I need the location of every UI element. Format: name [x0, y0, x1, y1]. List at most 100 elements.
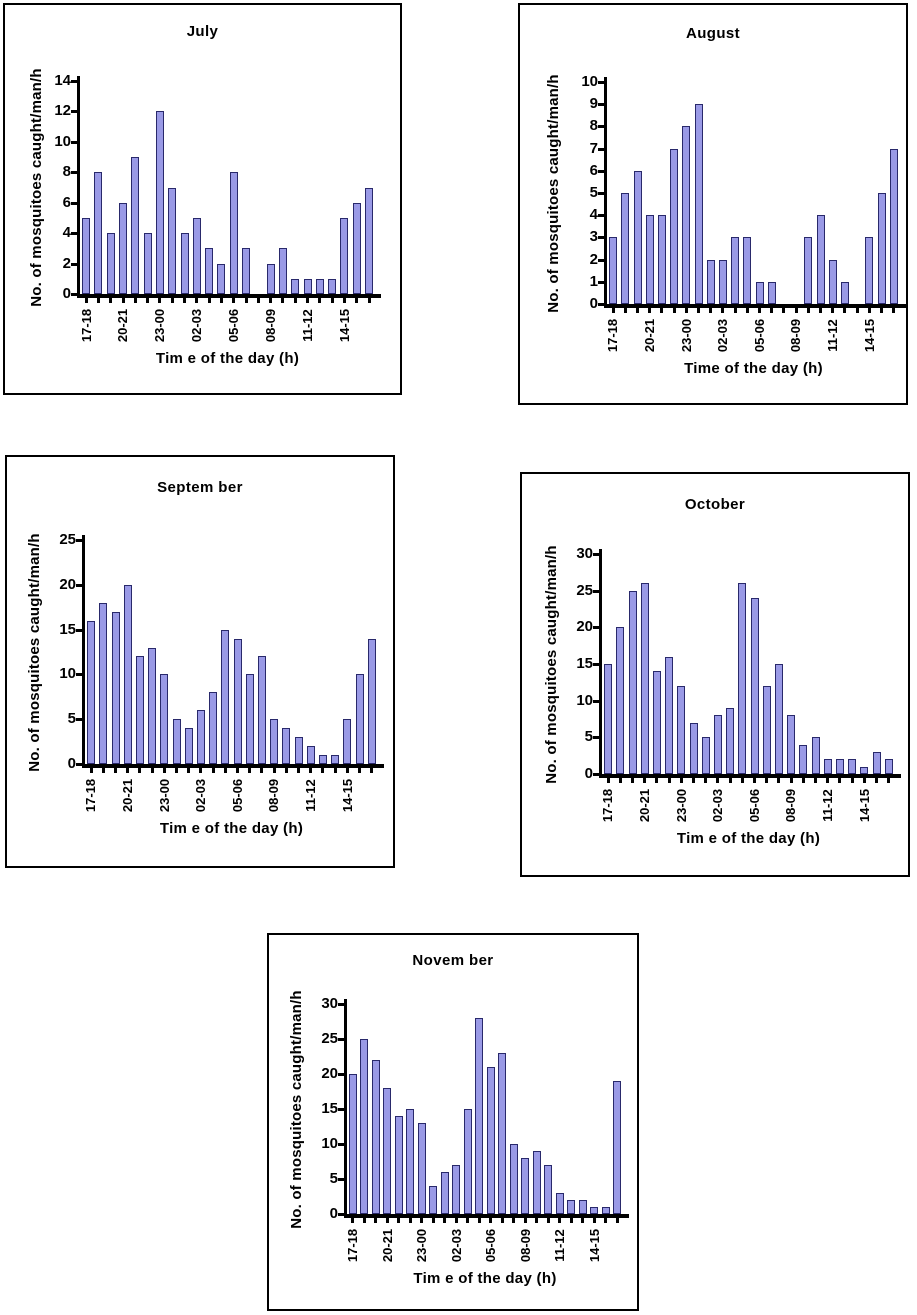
x-tick-label-text: 11-12 [820, 788, 836, 822]
y-tick-label: 0 [62, 285, 71, 302]
x-tick [397, 1217, 401, 1223]
x-tick [333, 767, 337, 773]
bar-21-22 [131, 157, 140, 294]
bar-13-14 [331, 755, 340, 764]
y-tick [598, 258, 604, 262]
x-tick-label: 05-06 [226, 291, 241, 359]
x-tick [721, 307, 725, 313]
x-tick [892, 307, 896, 313]
x-tick-label-text: 17-18 [78, 308, 94, 342]
x-tick [709, 307, 713, 313]
x-tick [740, 777, 744, 783]
x-axis-title: Tim e of the day (h) [155, 350, 300, 367]
x-tick [819, 307, 822, 313]
y-tick-label: 25 [321, 1030, 338, 1047]
bar-17-18 [87, 620, 96, 764]
bar-13-14 [328, 278, 337, 294]
x-tick [420, 1217, 424, 1223]
x-tick [187, 767, 191, 773]
y-tick-label: 20 [321, 1065, 338, 1082]
x-tick [631, 777, 634, 783]
bar-05-06 [229, 172, 238, 294]
x-tick [880, 307, 883, 313]
bar-02-03 [196, 710, 205, 764]
x-tick [789, 777, 793, 783]
bar-19-20 [371, 1060, 380, 1214]
y-tick [76, 539, 82, 542]
bar-03-04 [205, 248, 214, 294]
x-tick-label: 11-12 [820, 771, 836, 839]
bar-06-07 [762, 686, 771, 774]
y-tick-label: 10 [576, 691, 593, 709]
y-tick-label: 5 [589, 184, 598, 201]
y-tick [338, 1178, 344, 1181]
x-tick [684, 307, 688, 313]
y-tick [71, 171, 77, 175]
bar-04-05 [738, 583, 747, 774]
x-tick-label: 08-09 [263, 291, 278, 359]
x-tick [385, 1217, 389, 1223]
bar-22-23 [148, 647, 157, 764]
x-tick [370, 767, 374, 773]
chart-title: August [685, 25, 741, 42]
y-axis [604, 77, 607, 308]
x-tick-label-text: 02-03 [189, 308, 205, 342]
bar-04-05 [475, 1018, 484, 1214]
x-tick [831, 307, 835, 313]
bar-13-14 [848, 759, 857, 774]
x-axis-title: Tim e of the day (h) [413, 1270, 557, 1287]
x-tick-label-text: 14-15 [336, 308, 352, 342]
x-tick [236, 767, 239, 773]
x-tick [623, 307, 627, 313]
x-tick [318, 297, 322, 303]
bar-11-12 [828, 259, 837, 304]
bar-03-04 [726, 708, 735, 774]
x-tick [477, 1217, 481, 1223]
x-tick [523, 1217, 527, 1223]
y-tick [598, 169, 604, 173]
x-tick [794, 307, 798, 313]
bar-06-07 [498, 1053, 507, 1214]
y-tick-label: 4 [589, 206, 598, 224]
bar-20-21 [645, 215, 654, 304]
x-tick [716, 777, 720, 783]
y-tick-label: 12 [54, 102, 71, 120]
bar-06-07 [245, 674, 254, 764]
x-tick-label: 11-12 [303, 761, 318, 829]
x-tick-label-text: 08-09 [788, 318, 804, 352]
x-axis [344, 1214, 629, 1218]
bar-23-00 [682, 126, 691, 304]
plot-area-july: 0 2 4 6 8 10 12 14 17-18 20-21 23-00 02-03 05-06 08-0… [5, 5, 400, 393]
y-tick-label: 15 [321, 1100, 338, 1117]
bar-22-23 [143, 233, 152, 294]
y-tick [598, 147, 604, 151]
x-tick-label-text: 17-18 [605, 318, 621, 352]
x-tick [96, 297, 100, 303]
x-tick [581, 1217, 585, 1223]
x-tick [293, 297, 297, 303]
x-tick-label: 02-03 [449, 1211, 464, 1279]
chart-panel-october: October No. of mosquitoes caught/man/h 0… [520, 472, 910, 877]
x-tick-label-text: 05-06 [752, 318, 767, 352]
bar-00-01 [429, 1186, 438, 1214]
x-tick-label-text: 14-15 [856, 788, 872, 822]
bar-01-02 [180, 233, 189, 294]
x-tick [260, 767, 264, 773]
bar-09-10 [278, 248, 287, 294]
bar-18-19 [616, 627, 625, 774]
bar-12-13 [840, 281, 849, 304]
y-tick [593, 699, 599, 703]
x-tick [782, 307, 786, 313]
x-tick-label-text: 02-03 [715, 318, 731, 352]
x-tick [170, 297, 174, 303]
x-tick [728, 777, 732, 783]
x-tick [535, 1217, 539, 1223]
y-tick [338, 1038, 344, 1041]
x-tick-label: 17-18 [605, 301, 621, 369]
x-tick-label-text: 17-18 [83, 778, 99, 812]
x-tick-label: 08-09 [784, 771, 799, 839]
y-tick-label: 0 [67, 755, 76, 772]
bar-01-02 [184, 728, 193, 764]
bar-06-07 [242, 248, 251, 294]
x-tick-label: 05-06 [747, 771, 762, 839]
